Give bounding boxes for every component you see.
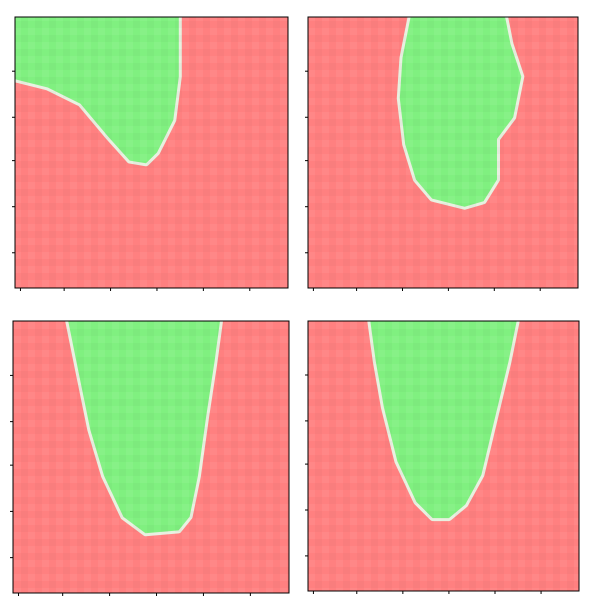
axes-frame bbox=[307, 320, 580, 592]
heatmap-panel-3 bbox=[10, 320, 290, 596]
heatmap-panel-1 bbox=[12, 16, 289, 291]
heatmap-texture bbox=[15, 17, 288, 288]
axes-frame bbox=[307, 16, 579, 289]
heatmap-panel-4 bbox=[305, 320, 580, 594]
heatmap-texture bbox=[308, 321, 579, 591]
axes-frame bbox=[12, 320, 290, 594]
heatmap-texture bbox=[13, 321, 289, 593]
heatmap-panel-2 bbox=[305, 16, 579, 291]
axes-frame bbox=[14, 16, 289, 289]
heatmap-texture bbox=[308, 17, 578, 288]
